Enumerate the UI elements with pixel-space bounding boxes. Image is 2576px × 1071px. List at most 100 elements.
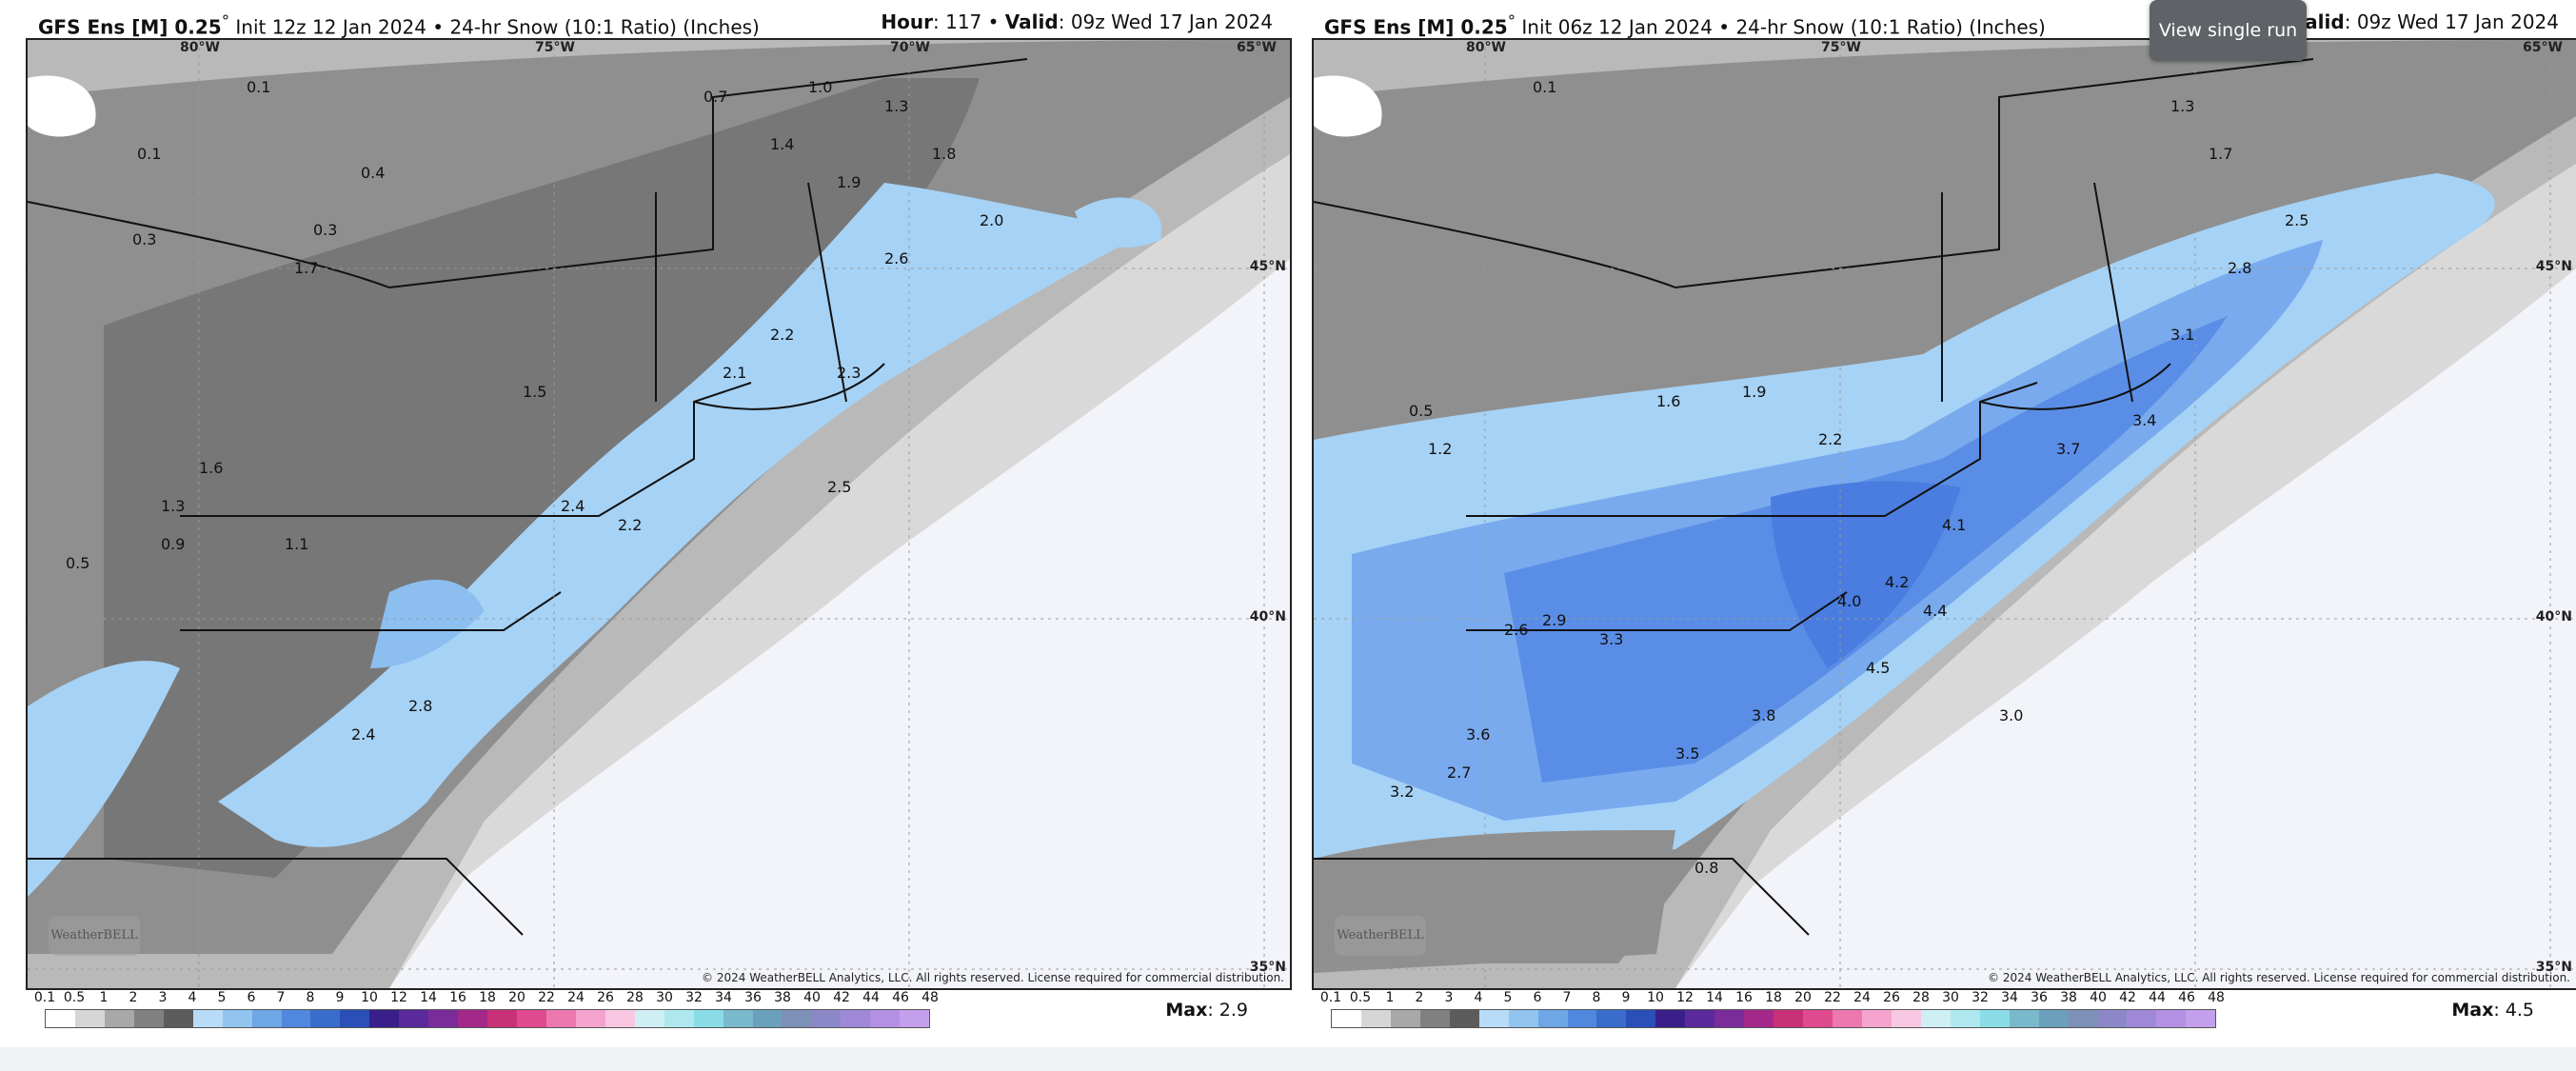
legend-swatch (1861, 1010, 1892, 1027)
left-legend-bar (45, 1009, 930, 1028)
legend-swatch (1419, 1010, 1450, 1027)
right-model-name: GFS Ens [M] 0.25 (1324, 15, 1508, 39)
legend-swatch (1626, 1010, 1656, 1027)
legend-tick: 38 (774, 990, 791, 1005)
legend-swatch (1714, 1010, 1745, 1027)
legend-tick: 30 (1942, 990, 1959, 1005)
legend-swatch (782, 1010, 812, 1027)
right-valid: 09z Wed 17 Jan 2024 (2356, 10, 2559, 33)
legend-swatch (870, 1010, 901, 1027)
legend-tick: 26 (1883, 990, 1900, 1005)
legend-swatch (369, 1010, 400, 1027)
legend-swatch (1596, 1010, 1627, 1027)
left-max-value: 2.9 (1219, 1000, 1248, 1021)
legend-swatch (1537, 1010, 1568, 1027)
left-snow-field (28, 40, 1290, 988)
legend-swatch (163, 1010, 193, 1027)
legend-swatch (2127, 1010, 2157, 1027)
right-snow-field (1314, 40, 2576, 988)
legend-swatch (104, 1010, 134, 1027)
legend-tick: 8 (306, 990, 315, 1005)
copyright-right: © 2024 WeatherBELL Analytics, LLC. All r… (1988, 971, 2570, 984)
legend-swatch (1803, 1010, 1833, 1027)
legend-swatch (192, 1010, 223, 1027)
legend-swatch (634, 1010, 664, 1027)
left-legend-ticks: 0.1 0.5 1 2 3 4 5 6 7 8 9 10 12 14 16 18 20 22 24 26 28 30 32 3… (34, 990, 939, 1007)
view-single-run-button[interactable]: View single run (2150, 0, 2307, 61)
legend-swatch (1685, 1010, 1715, 1027)
legend-swatch (841, 1010, 871, 1027)
bottom-strip (0, 1047, 2576, 1071)
legend-swatch (517, 1010, 546, 1027)
legend-swatch (281, 1010, 311, 1027)
legend-swatch (46, 1010, 75, 1027)
legend-tick: 28 (1912, 990, 1930, 1005)
left-max: Max: 2.9 (1165, 1000, 1248, 1021)
legend-tick: 22 (538, 990, 555, 1005)
legend-tick: 48 (2208, 990, 2225, 1005)
legend-tick: 20 (1794, 990, 1812, 1005)
legend-tick: 34 (2001, 990, 2018, 1005)
legend-swatch (1950, 1010, 1980, 1027)
legend-swatch (2068, 1010, 2098, 1027)
legend-swatch (664, 1010, 694, 1027)
left-map[interactable]: 80°W 75°W 70°W 65°W 45°N 40°N 35°N Weath… (26, 38, 1292, 990)
legend-tick: 0.5 (1349, 990, 1372, 1005)
legend-swatch (458, 1010, 488, 1027)
legend-tick: 44 (2149, 990, 2166, 1005)
legend-tick: 18 (479, 990, 496, 1005)
legend-tick: 14 (420, 990, 437, 1005)
legend-swatch (575, 1010, 605, 1027)
legend-tick: 16 (1735, 990, 1753, 1005)
legend-tick: 0.1 (1319, 990, 1342, 1005)
legend-tick: 32 (685, 990, 703, 1005)
legend-swatch (604, 1010, 635, 1027)
legend-tick: 24 (567, 990, 585, 1005)
legend-tick: 28 (626, 990, 644, 1005)
legend-swatch (310, 1010, 341, 1027)
legend-tick: 46 (2178, 990, 2195, 1005)
legend-tick: 5 (217, 990, 227, 1005)
legend-swatch (723, 1010, 753, 1027)
legend-swatch (1773, 1010, 1803, 1027)
legend-tick: 1 (1385, 990, 1395, 1005)
right-legend-ticks: 0.1 0.5 1 2 3 4 5 6 7 8 9 10 12 14 16 18 20 22 24 26 28 30 32 3… (1320, 990, 2225, 1007)
legend-tick: 4 (1474, 990, 1483, 1005)
legend-swatch (428, 1010, 459, 1027)
legend-tick: 10 (361, 990, 378, 1005)
copyright: © 2024 WeatherBELL Analytics, LLC. All r… (702, 971, 1284, 984)
left-legend: 0.1 0.5 1 2 3 4 5 6 7 8 9 10 12 14 16 18 20 22 24 26 28 30 32 3… (34, 990, 939, 1032)
legend-tick: 8 (1592, 990, 1601, 1005)
left-header: GFS Ens [M] 0.25° Init 12z 12 Jan 2024 •… (38, 10, 1273, 39)
legend-tick: 9 (1621, 990, 1631, 1005)
legend-swatch (900, 1010, 930, 1027)
legend-swatch (1478, 1010, 1509, 1027)
legend-tick: 9 (335, 990, 345, 1005)
legend-tick: 6 (247, 990, 256, 1005)
right-map[interactable]: 80°W 75°W 65°W 45°N 40°N 35°N WeatherBEL… (1312, 38, 2576, 990)
legend-swatch (1390, 1010, 1420, 1027)
weatherbell-logo: WeatherBELL (49, 916, 140, 956)
right-legend: 0.1 0.5 1 2 3 4 5 6 7 8 9 10 12 14 16 18 20 22 24 26 28 30 32 3… (1320, 990, 2225, 1032)
legend-tick: 44 (862, 990, 880, 1005)
legend-swatch (2156, 1010, 2187, 1027)
legend-tick: 2 (129, 990, 138, 1005)
left-panel: GFS Ens [M] 0.25° Init 12z 12 Jan 2024 •… (0, 0, 1292, 1047)
legend-tick: 22 (1824, 990, 1841, 1005)
legend-tick: 36 (744, 990, 762, 1005)
left-init: Init 12z 12 Jan 2024 (235, 15, 426, 39)
legend-swatch (1832, 1010, 1862, 1027)
legend-tick: 32 (1972, 990, 1989, 1005)
legend-swatch (2038, 1010, 2069, 1027)
right-init: Init 06z 12 Jan 2024 (1521, 15, 1713, 39)
right-product: 24-hr Snow (10:1 Ratio) (Inches) (1735, 15, 2046, 39)
legend-swatch (74, 1010, 105, 1027)
legend-tick: 40 (803, 990, 821, 1005)
legend-tick: 12 (390, 990, 407, 1005)
legend-swatch (2186, 1010, 2216, 1027)
legend-swatch (1508, 1010, 1538, 1027)
legend-tick: 40 (2090, 990, 2107, 1005)
legend-tick: 48 (921, 990, 939, 1005)
legend-swatch (1360, 1010, 1391, 1027)
legend-swatch (752, 1010, 783, 1027)
